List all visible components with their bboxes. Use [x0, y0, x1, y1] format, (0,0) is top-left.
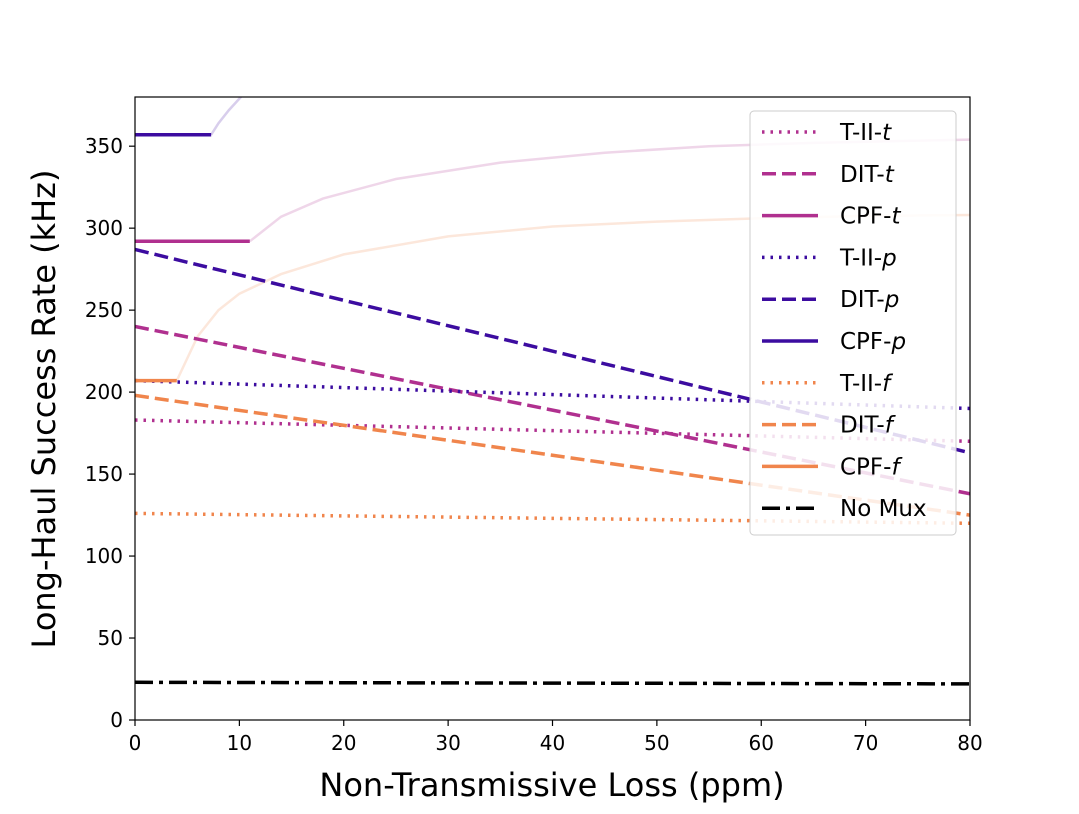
y-axis-label: Long-Haul Success Rate (kHz): [25, 170, 63, 649]
y-tick-label: 0: [110, 708, 123, 732]
series-line-t-ii-t: [135, 418, 970, 444]
series-line-dit-p: [135, 247, 970, 455]
y-tick-label: 200: [85, 380, 123, 404]
legend-label: DIT-t: [840, 162, 895, 188]
y-tick-label: 350: [85, 134, 123, 158]
legend-label: CPF-p: [840, 329, 906, 355]
y-tick-label: 50: [98, 626, 123, 650]
series-line-t-ii-p: [135, 378, 970, 411]
x-tick-label: 10: [227, 731, 252, 755]
y-ticks: 0 50 100 150 200 250 300 350: [85, 134, 135, 732]
x-tick-label: 80: [957, 731, 982, 755]
x-axis-label: Non-Transmissive Loss (ppm): [319, 766, 784, 804]
legend-label: T-II-f: [839, 371, 893, 397]
x-tick-label: 60: [749, 731, 774, 755]
legend-label: CPF-f: [840, 454, 902, 480]
legend-label: CPF-t: [840, 204, 901, 230]
faint-curve-p: [210, 97, 243, 136]
x-ticks: 0 10 20 30 40 50 60 70 80: [129, 720, 983, 755]
legend-label: DIT-f: [840, 413, 896, 439]
legend-label: DIT-p: [840, 287, 899, 313]
x-tick-label: 20: [331, 731, 356, 755]
x-tick-label: 50: [644, 731, 669, 755]
y-tick-label: 250: [85, 298, 123, 322]
y-tick-label: 300: [85, 216, 123, 240]
series-line-no-mux: [135, 680, 970, 686]
x-tick-label: 0: [129, 731, 142, 755]
y-tick-label: 100: [85, 544, 123, 568]
x-tick-label: 40: [540, 731, 565, 755]
legend-label: T-II-t: [839, 120, 892, 146]
series-line-t-ii-f: [135, 511, 970, 526]
legend-label: No Mux: [840, 496, 927, 522]
x-tick-label: 70: [853, 731, 878, 755]
y-tick-label: 150: [85, 462, 123, 486]
x-tick-label: 30: [435, 731, 460, 755]
legend: T-II-t DIT-t CPF-t T-II-p DIT-p CPF-p T-II-f DI…: [749, 110, 957, 536]
legend-label: T-II-p: [839, 245, 897, 271]
